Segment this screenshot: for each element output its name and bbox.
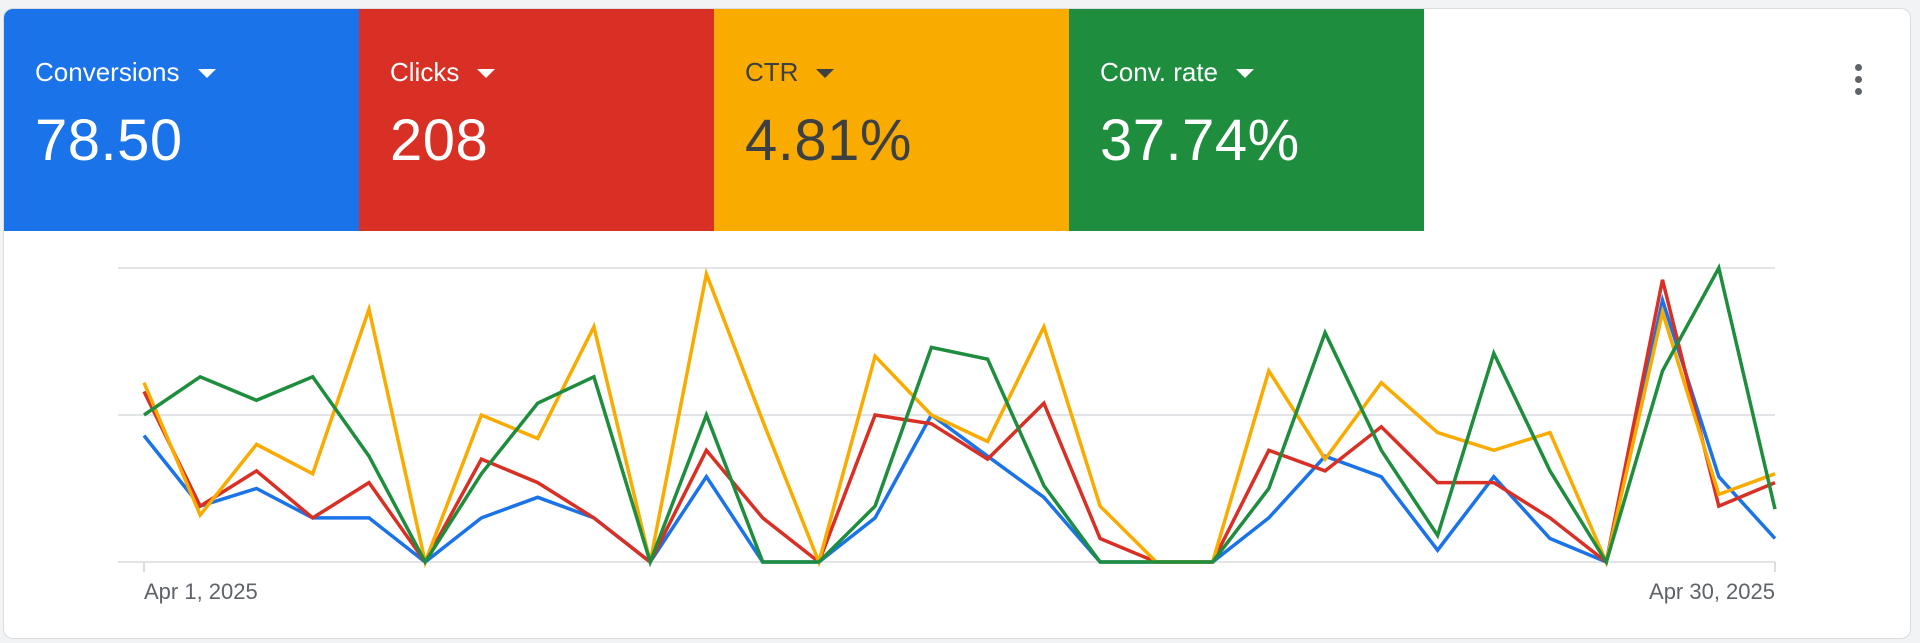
chart-series xyxy=(142,263,1777,569)
series-line-3 xyxy=(143,263,1777,568)
metric-label: CTR xyxy=(745,57,799,87)
metric-card-ctr[interactable]: CTR 4.81% xyxy=(714,9,1069,231)
metric-label: Conv. rate xyxy=(1100,57,1219,87)
series-line-2 xyxy=(142,267,1776,569)
metric-value: 4.81% xyxy=(745,108,912,173)
caret-down-icon[interactable] xyxy=(197,68,216,78)
metric-value: 78.50 xyxy=(35,108,183,173)
more-vert-icon xyxy=(1854,87,1862,95)
more-vert-icon xyxy=(1854,63,1862,71)
caret-down-icon[interactable] xyxy=(477,68,496,78)
x-axis-start-label: Apr 1, 2025 xyxy=(144,579,258,604)
performance-card: Conversions 78.50 Clicks 208 CTR 4.81% Conv. r… xyxy=(3,8,1911,639)
x-axis-end-label: Apr 30, 2025 xyxy=(1649,579,1775,604)
metric-label: Clicks xyxy=(390,57,460,87)
series-line-1 xyxy=(142,279,1776,566)
metric-selector[interactable]: Clicks xyxy=(390,57,714,87)
performance-line-chart: Apr 1, 2025 Apr 30, 2025 xyxy=(118,263,1777,604)
caret-down-icon[interactable] xyxy=(816,68,835,78)
metric-card-clicks[interactable]: Clicks 208 xyxy=(359,9,714,231)
metric-card-conversions[interactable]: Conversions 78.50 xyxy=(4,9,359,231)
metric-label: Conversions xyxy=(35,57,180,87)
metric-value: 208 xyxy=(390,108,489,173)
caret-down-icon[interactable] xyxy=(1236,68,1255,78)
metric-value: 37.74% xyxy=(1100,108,1300,173)
metric-scorecards: Conversions 78.50 Clicks 208 CTR 4.81% Conv. r… xyxy=(4,9,1424,231)
metric-selector[interactable]: Conv. rate xyxy=(1100,57,1424,87)
metric-card-conv-rate[interactable]: Conv. rate 37.74% xyxy=(1069,9,1424,231)
more-vert-icon xyxy=(1854,75,1862,83)
more-options-button[interactable] xyxy=(1840,55,1876,103)
metric-selector[interactable]: Conversions xyxy=(35,57,359,87)
metric-selector[interactable]: CTR xyxy=(745,57,1069,87)
